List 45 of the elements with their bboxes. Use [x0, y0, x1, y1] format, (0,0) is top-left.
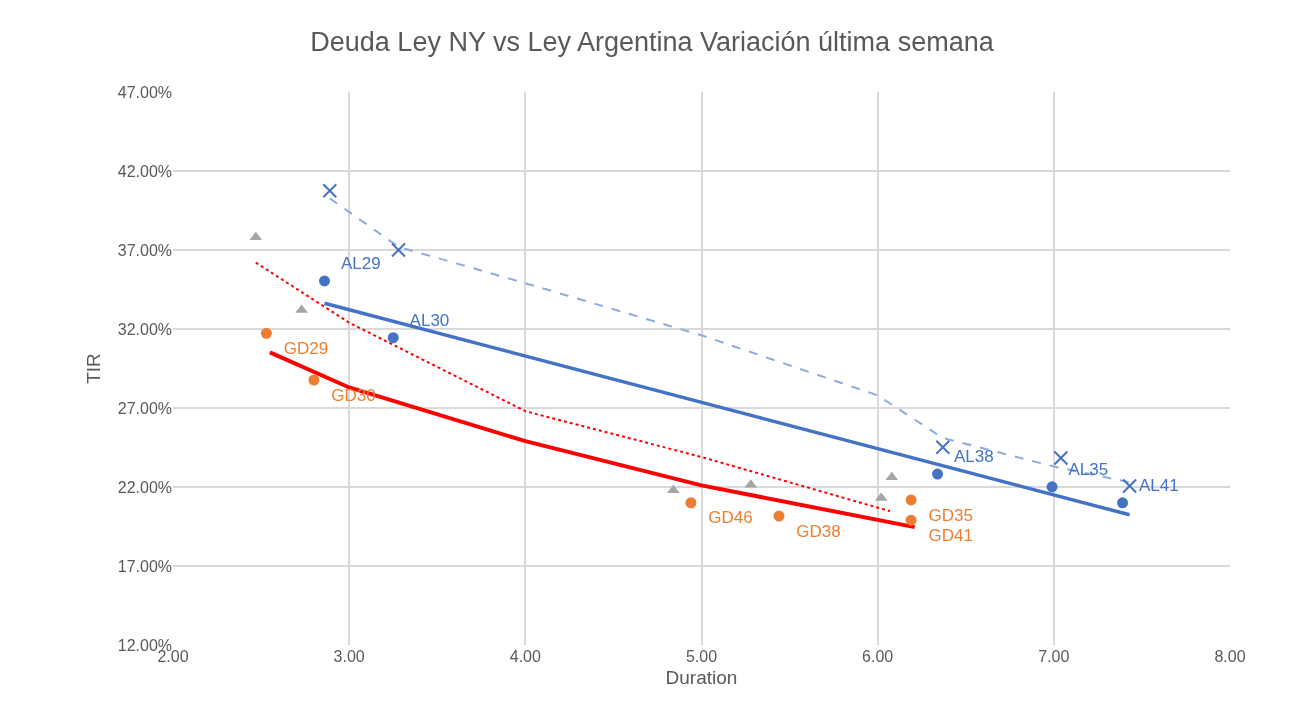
y-tick-label: 32.00% [117, 320, 172, 338]
data-label: AL35 [1059, 459, 1109, 479]
point [322, 183, 338, 199]
point [905, 514, 917, 526]
y-tick-label: 42.00% [117, 162, 172, 180]
point [249, 231, 263, 241]
data-label: GD35 [919, 505, 973, 525]
x-tick-label: 8.00 [1214, 648, 1246, 665]
data-label: GD30 [321, 385, 376, 405]
x-axis-title: Duration [665, 666, 738, 688]
point [932, 468, 944, 480]
point [1053, 450, 1069, 466]
data-label: AL30 [401, 310, 450, 330]
point [685, 497, 697, 509]
point [390, 242, 406, 258]
point [308, 374, 320, 386]
y-tick-label: 37.00% [117, 241, 172, 259]
line-series [328, 197, 1131, 484]
data-label: GD29 [274, 338, 329, 358]
data-label: AL29 [332, 253, 381, 273]
point [773, 510, 785, 522]
point [1122, 478, 1138, 494]
x-tick-label: 7.00 [1038, 648, 1070, 665]
point [387, 332, 399, 344]
x-tick-label: 4.00 [509, 648, 541, 665]
y-axis-title: TIR [82, 353, 104, 384]
point [1117, 497, 1129, 509]
x-tick-label: 6.00 [862, 648, 894, 665]
chart-title: Deuda Ley NY vs Ley Argentina Variación última semana [310, 27, 995, 58]
point [935, 439, 951, 455]
x-tick-label: 3.00 [333, 648, 365, 665]
point [905, 494, 917, 506]
data-label: GD46 [698, 508, 753, 528]
y-tick-label: 47.00% [117, 83, 172, 101]
data-label: GD41 [919, 525, 973, 545]
y-tick-label: 27.00% [117, 399, 172, 417]
point [1046, 481, 1058, 493]
data-label: AL38 [945, 446, 994, 466]
data-label: AL41 [1130, 475, 1179, 495]
point [260, 327, 272, 339]
y-tick-label: 22.00% [117, 478, 172, 496]
y-tick-label: 17.00% [117, 557, 172, 575]
x-tick-label: 5.00 [685, 648, 718, 665]
point [319, 275, 330, 287]
data-label: GD38 [786, 521, 841, 541]
